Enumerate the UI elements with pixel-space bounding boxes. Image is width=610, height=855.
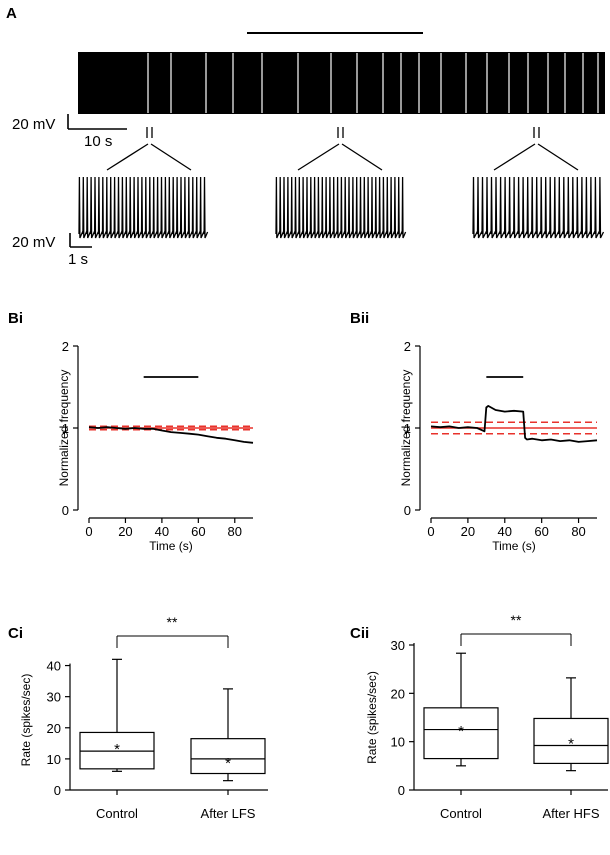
Cii-mean-marker-0: * (458, 723, 464, 740)
inset2-path (275, 176, 407, 239)
Bi-x-title: Time (s) (149, 539, 193, 553)
Ci-category-label-1: After LFS (201, 806, 256, 821)
Ci-ytick-label-3: 30 (47, 690, 61, 705)
Ci-box-1 (190, 738, 266, 775)
Bii-y-title: Normalized frequency (399, 370, 413, 487)
Bi-xtick-label-2: 40 (155, 524, 169, 539)
chart-Cii: 0 10 20 30 Rate (spikes/sec) Control After HFS… (365, 638, 609, 821)
Ci-ytick-label-0: 0 (54, 783, 61, 798)
Cii-ytick-label-1: 10 (391, 735, 405, 750)
Bii-xtick-label-4: 80 (571, 524, 585, 539)
Ci-ytick-label-2: 20 (47, 721, 61, 736)
trace-inset-3 (472, 176, 605, 239)
chart-Bii: 0 20 40 60 80 0 1 2 Time (s) Normalized frequency (399, 339, 598, 553)
significance-bracket-Cii (460, 633, 572, 646)
panel-label-A: A (6, 5, 17, 22)
Cii-ytick-label-3: 30 (391, 638, 405, 653)
significance-label-Cii: ** (511, 612, 522, 628)
Cii-ytick-label-2: 20 (391, 686, 405, 701)
Bi-xtick-label-1: 20 (118, 524, 132, 539)
Bi-ytick-label-0: 0 (62, 503, 69, 518)
Ci-y-title: Rate (spikes/sec) (19, 674, 33, 767)
chart-Bi: 0 20 40 60 80 0 1 2 Time (s) Normalized frequency (57, 339, 254, 553)
significance-bracket-Ci (116, 635, 229, 648)
scalebar-time-label-bottom: 1 s (68, 251, 88, 268)
Bii-xtick-label-0: 0 (427, 524, 434, 539)
Cii-category-label-1: After HFS (542, 806, 599, 821)
trace-gaps (147, 53, 599, 113)
Bi-series-line (88, 426, 254, 444)
Cii-category-label-0: Control (440, 806, 482, 821)
inset1-path (78, 176, 209, 239)
Bii-xtick-label-3: 60 (534, 524, 548, 539)
Bi-xtick-label-3: 60 (191, 524, 205, 539)
Ci-mean-marker-0: * (114, 741, 120, 758)
Bii-series-line (430, 404, 598, 443)
panel-label-Bii: Bii (350, 310, 369, 327)
Bii-ytick-label-1: 1 (404, 421, 411, 436)
Bii-ytick-label-0: 0 (404, 503, 411, 518)
Bii-xtick-label-1: 20 (461, 524, 475, 539)
panel-label-Ci: Ci (8, 625, 23, 642)
chart-Ci: 0 10 20 30 40 Rate (spikes/sec) Control After L… (19, 659, 268, 821)
Bi-xtick-label-4: 80 (228, 524, 242, 539)
Bii-xtick-label-2: 40 (498, 524, 512, 539)
trace-inset-2 (275, 176, 407, 239)
Bii-ytick-label-2: 2 (404, 339, 411, 354)
Bi-ytick-label-1: 1 (62, 421, 69, 436)
Bi-xtick-label-0: 0 (85, 524, 92, 539)
trace-long-recording (78, 52, 605, 114)
Ci-mean-marker-1: * (225, 755, 231, 772)
zoom-connector-2 (297, 127, 383, 171)
Bi-y-title: Normalized frequency (57, 370, 71, 487)
inset3-path (472, 176, 605, 239)
Cii-box-0 (423, 707, 499, 760)
Cii-ytick-label-0: 0 (398, 783, 405, 798)
scalebar-voltage-label-top: 20 mV (12, 116, 55, 133)
Cii-mean-marker-1: * (568, 735, 574, 752)
significance-label-Ci: ** (167, 614, 178, 630)
Bi-ytick-label-2: 2 (62, 339, 69, 354)
Cii-y-title: Rate (spikes/sec) (365, 671, 379, 764)
zoom-connector-1 (106, 127, 192, 171)
scalebar-time-label-top: 10 s (84, 133, 112, 150)
zoom-connector-3 (493, 127, 579, 171)
Ci-ytick-label-1: 10 (47, 752, 61, 767)
Ci-category-label-0: Control (96, 806, 138, 821)
trace-inset-1 (78, 176, 209, 239)
Ci-ytick-label-4: 40 (47, 659, 61, 674)
panel-label-Cii: Cii (350, 625, 369, 642)
panel-label-Bi: Bi (8, 310, 23, 327)
scalebar-voltage-label-bottom: 20 mV (12, 234, 55, 251)
Cii-box-1 (533, 717, 609, 765)
Bii-x-title: Time (s) (492, 539, 536, 553)
